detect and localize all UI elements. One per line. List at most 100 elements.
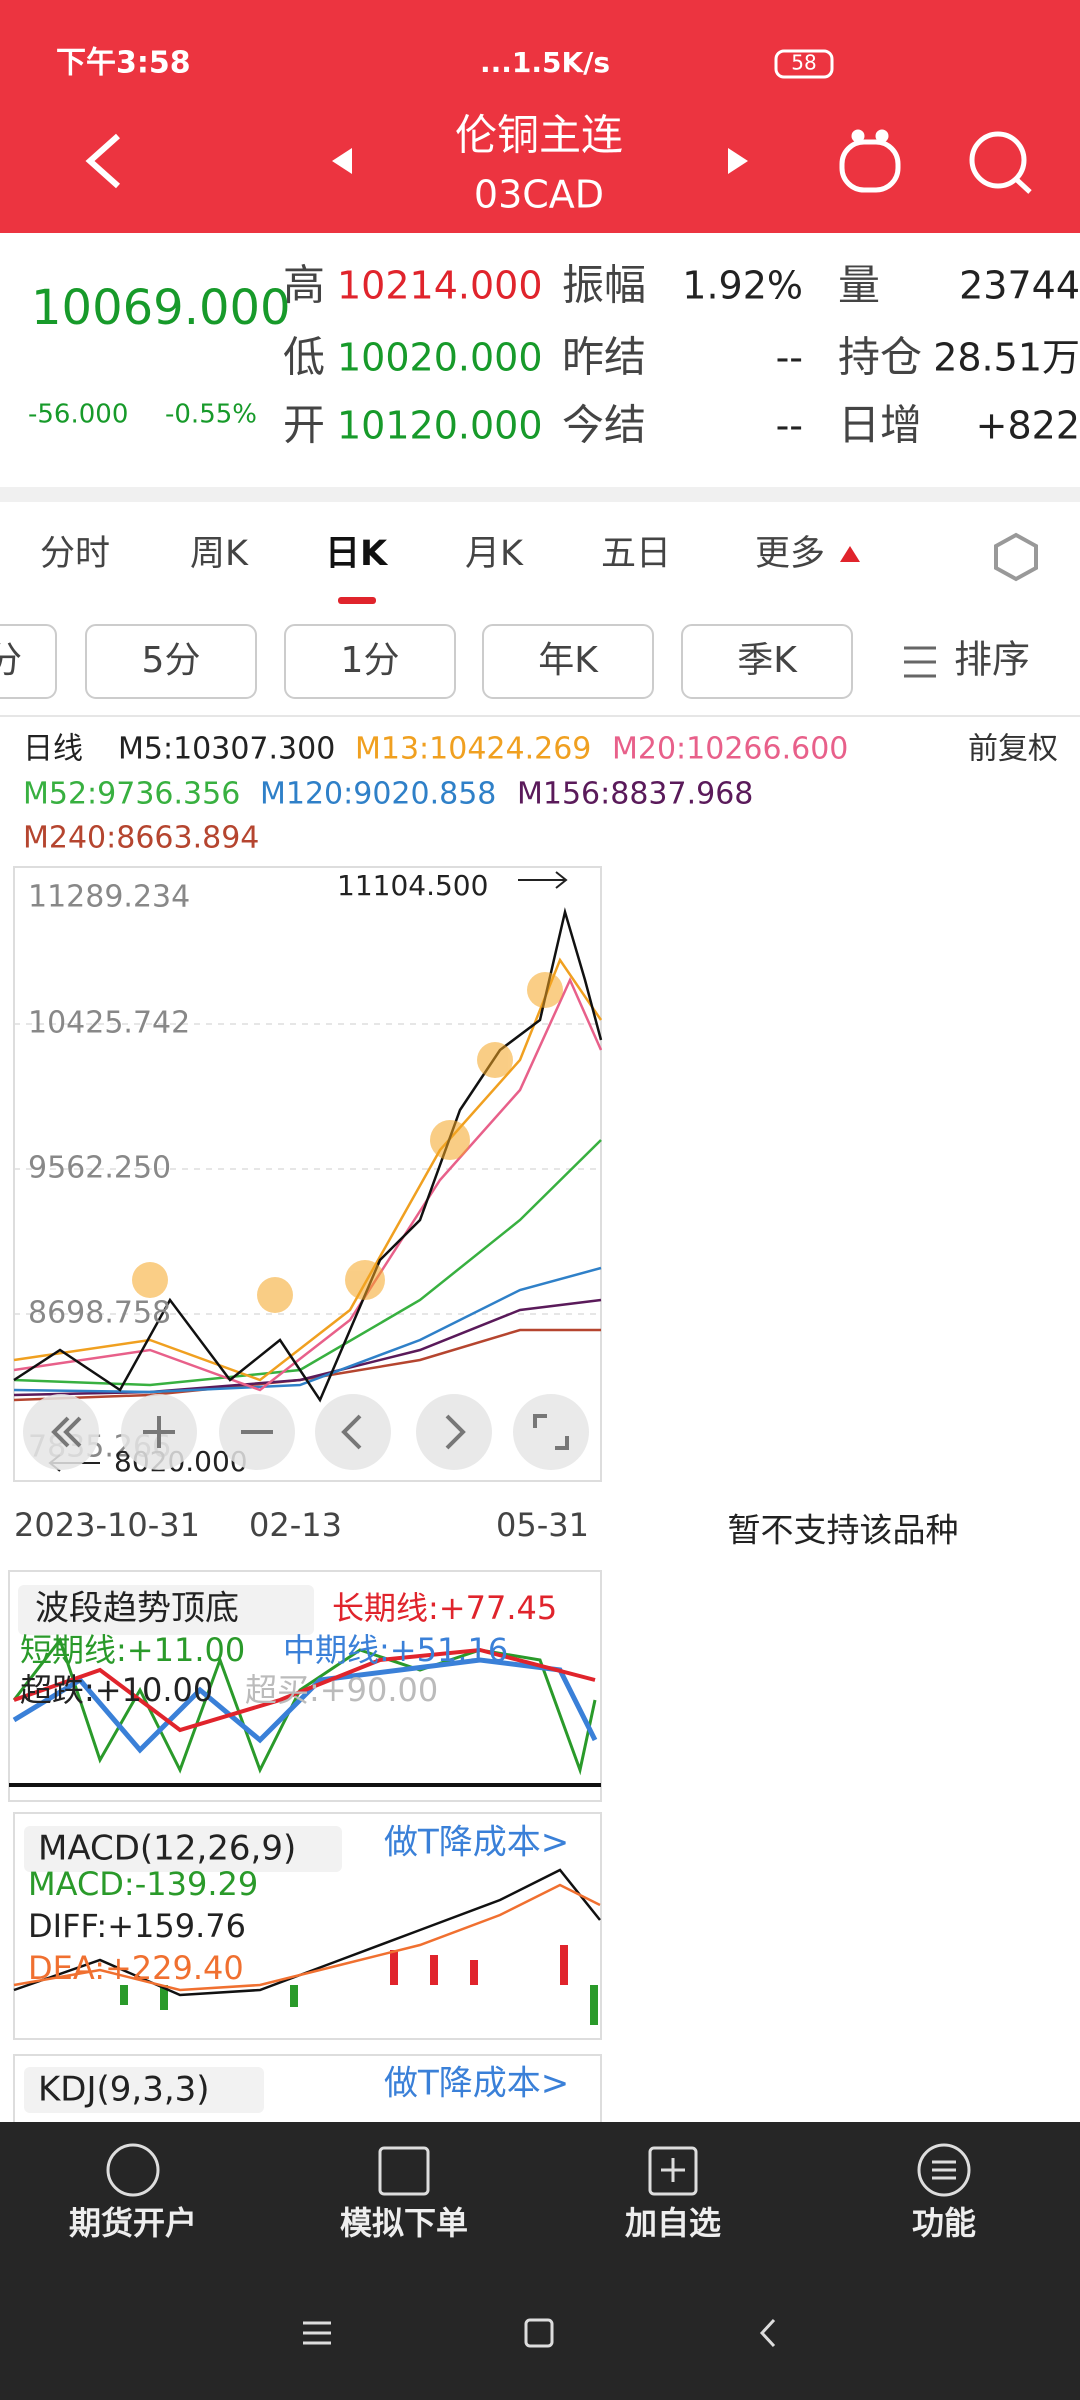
indicator-frame [8,1570,602,1802]
back-key[interactable] [759,2318,776,2348]
macd-bars [120,1945,598,2025]
icon [533,1414,569,1450]
ma-item: M5:10307.300 [118,732,335,767]
kdj-link[interactable]: 做T降成本> [384,2064,569,2104]
prev-button[interactable] [332,148,352,174]
zoom-control[interactable] [23,1394,99,1470]
macd-link[interactable]: 做T降成本> [384,1823,569,1863]
indicator-selector[interactable] [18,1585,314,1635]
search-button[interactable] [969,131,1032,194]
indicator-short: 短期线:+11.00 [20,1631,245,1669]
tab[interactable]: 周K [190,534,249,574]
pan-left[interactable] [315,1394,391,1470]
value: -- [776,336,803,380]
ma-item: M120:9020.858 [260,777,496,812]
fullscreen[interactable] [513,1394,589,1470]
status-battery: 58 [791,51,816,75]
icon [143,1416,175,1448]
ma-line [13,1139,602,1387]
value: -- [776,404,803,448]
label: 持仓 [838,333,922,382]
high-value: 10214.000 [337,264,543,308]
macd-value: MACD:-139.29 [28,1865,258,1903]
kdj-name: KDJ(9,3,3) [38,2070,210,2110]
robot-button[interactable] [839,129,901,193]
ma-label: 日线 [23,732,83,767]
value: 23744 [959,264,1080,308]
interval-button[interactable] [0,624,57,699]
tab[interactable]: 分时 [40,534,110,574]
x-label: 02-13 [249,1506,342,1544]
value: +822 [976,404,1080,448]
interval-button[interactable] [85,624,257,699]
icon [51,1416,82,1448]
back-button[interactable] [85,133,120,189]
nav-icon [648,2146,698,2196]
indicator-overbought: 超买:+90.00 [245,1671,438,1709]
high-marker: 11104.500 [337,869,488,902]
macd-name: MACD(12,26,9) [38,1829,296,1869]
indicator-line [12,1636,597,1776]
header-title: 伦铜主连 [455,111,623,160]
signal-dot [430,1120,470,1160]
nav-item[interactable]: 模拟下单 [340,2204,468,2242]
settings-button[interactable] [994,532,1038,582]
label: 昨结 [562,333,646,382]
signal-dot [477,1042,513,1078]
macd-selector[interactable] [24,1826,342,1872]
chart-frame [13,866,602,1482]
interval-label: 分 [0,640,22,681]
pan-right[interactable] [416,1394,492,1470]
home-key[interactable] [524,2318,554,2348]
tab[interactable]: 五日 [601,534,671,574]
value: 28.51万 [933,336,1080,380]
dea-line [13,1883,601,1992]
nav-icon [917,2143,971,2197]
interval-label: 5分 [142,640,201,681]
interval-label: 年K [538,640,599,681]
battery-icon [774,49,834,79]
adjust-label[interactable]: 前复权 [968,732,1058,767]
interval-button[interactable] [284,624,456,699]
y-label: 9562.250 [28,1151,171,1186]
indicator-line [13,1647,596,1733]
nav-icon [378,2146,430,2196]
x-label: 05-31 [496,1506,589,1544]
kdj-selector[interactable] [24,2067,264,2113]
status-network: ...1.5K/s [480,46,610,79]
indicator-long: 长期线:+77.45 [332,1589,557,1627]
tab-active[interactable]: 日K [325,534,389,574]
sort-button[interactable]: 排序 [954,638,1030,682]
nav-item[interactable]: 期货开户 [69,2204,197,2242]
open-value: 10120.000 [337,404,543,448]
ma-line [13,1328,601,1402]
macd-frame [13,1812,602,2040]
y-label: 11289.234 [28,880,190,915]
unsupported-note: 暂不支持该品种 [728,1511,959,1550]
label: 高 [283,261,325,310]
nav-item[interactable]: 加自选 [625,2204,721,2242]
tab[interactable]: 更多 [755,534,825,574]
interval-button[interactable] [681,624,853,699]
ma-line [13,1266,602,1394]
y-label: 8698.758 [28,1296,171,1331]
nav-item[interactable]: 功能 [912,2204,976,2242]
signal-dot [345,1260,385,1300]
more-arrow [840,546,860,562]
interval-label: 季K [737,640,798,681]
tab[interactable]: 月K [465,534,524,574]
signal-dot [527,972,563,1008]
interval-button[interactable] [482,624,654,699]
indicator-oversold: 超跌:+10.00 [20,1671,213,1709]
label: 量 [838,261,880,310]
next-button[interactable] [728,148,748,174]
menu-key[interactable] [303,2321,331,2345]
label: 开 [283,401,325,450]
change-pct: -0.55% [165,400,257,430]
x-label: 2023-10-31 [14,1506,200,1544]
ma-item: M156:8837.968 [517,777,753,812]
icon [341,1414,362,1450]
indicator-line [12,1657,598,1754]
header-bg [0,0,1080,233]
